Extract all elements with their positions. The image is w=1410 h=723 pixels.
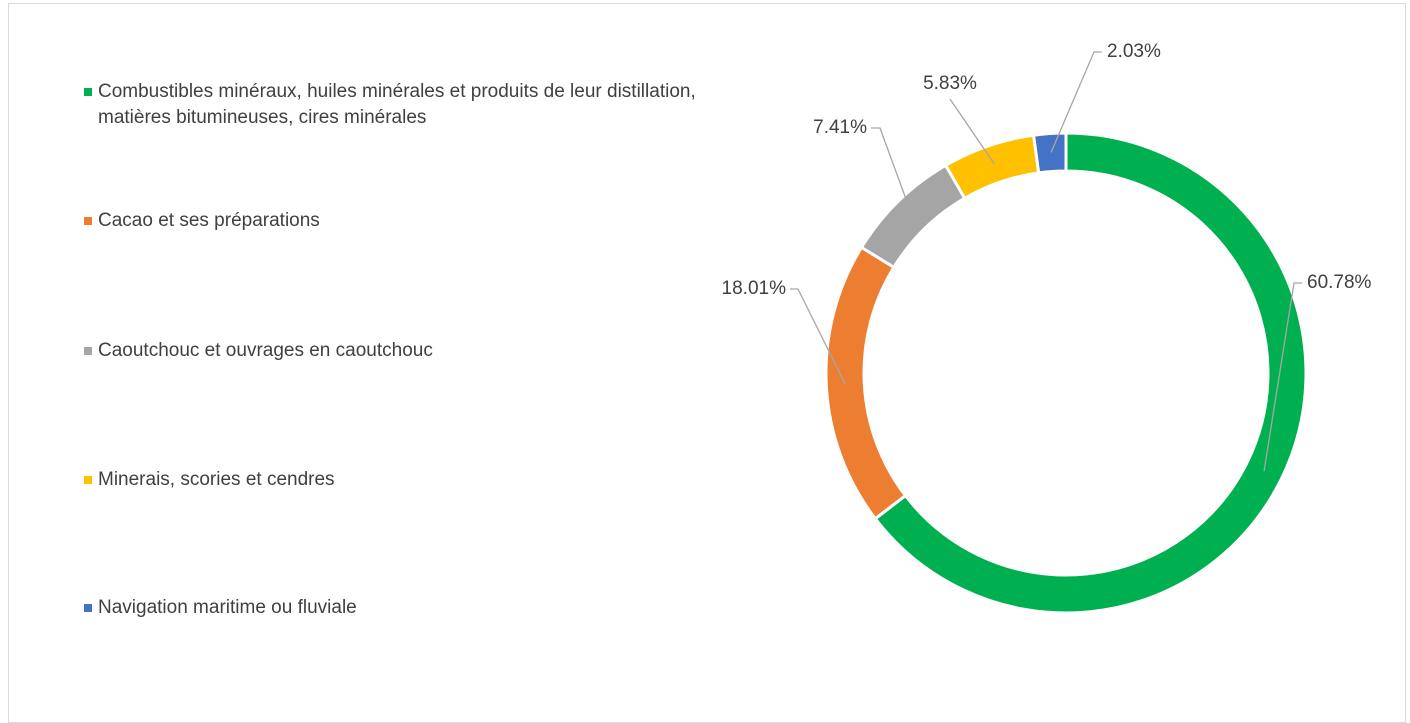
- leader-line: [949, 98, 995, 165]
- data-label: 18.01%: [722, 278, 787, 299]
- leader-line: [1263, 282, 1302, 472]
- leader-line: [871, 127, 913, 215]
- legend-item: Minerais, scories et cendres: [84, 467, 738, 493]
- legend-swatch: [84, 476, 92, 484]
- data-label: 60.78%: [1307, 272, 1372, 293]
- data-label: 7.41%: [813, 117, 867, 138]
- donut-segment: [1031, 131, 1068, 175]
- legend-label: Navigation maritime ou fluviale: [98, 597, 357, 618]
- leader-line: [1050, 51, 1102, 153]
- legend-label: Combustibles minéraux, huiles minérales …: [98, 81, 696, 128]
- donut-segment: [824, 245, 908, 521]
- legend-label: Cacao et ses préparations: [98, 210, 320, 231]
- legend-swatch: [84, 88, 92, 96]
- legend-swatch: [84, 604, 92, 612]
- legend-item: Navigation maritime ou fluviale: [84, 595, 738, 621]
- legend-item: Combustibles minéraux, huiles minérales …: [84, 79, 738, 131]
- donut-segment: [873, 131, 1308, 615]
- legend-label: Caoutchouc et ouvrages en caoutchouc: [98, 340, 433, 361]
- legend-item: Caoutchouc et ouvrages en caoutchouc: [84, 338, 738, 364]
- leader-line: [790, 288, 846, 385]
- data-label: 5.83%: [923, 73, 977, 94]
- data-label: 2.03%: [1107, 41, 1161, 62]
- donut-segment: [859, 163, 967, 270]
- legend-swatch: [84, 217, 92, 225]
- legend-label: Minerais, scories et cendres: [98, 469, 335, 490]
- legend-item: Cacao et ses préparations: [84, 208, 738, 234]
- donut-segment: [943, 133, 1041, 201]
- legend-swatch: [84, 347, 92, 355]
